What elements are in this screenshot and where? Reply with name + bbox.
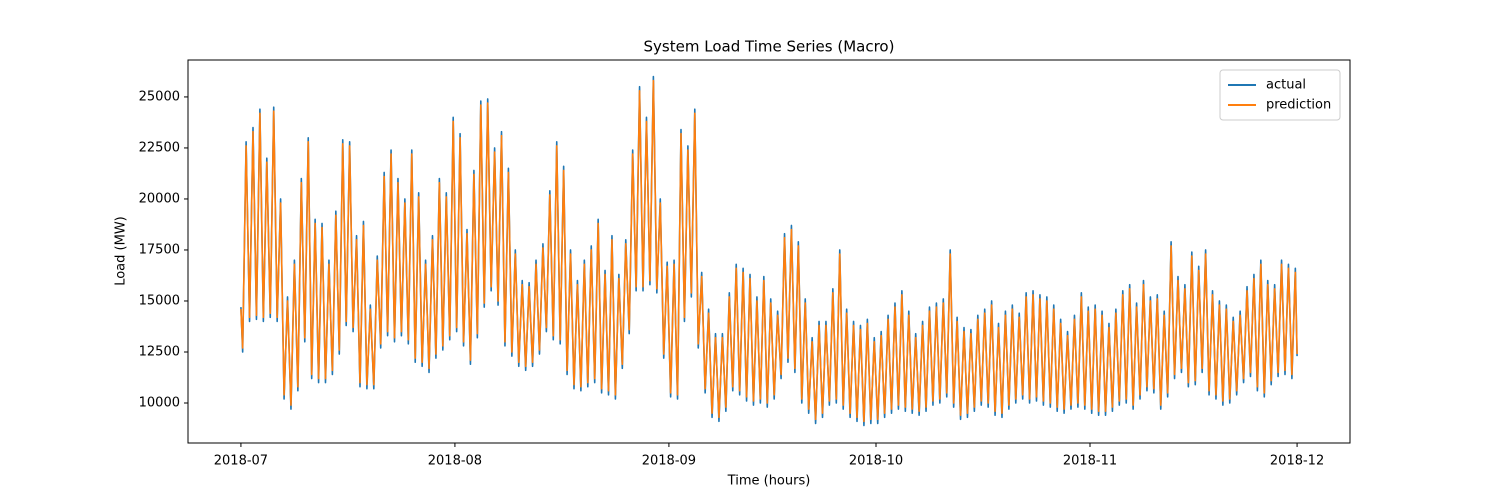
x-tick-label: 2018-10 [849, 454, 903, 469]
y-tick-label: 17500 [139, 242, 180, 257]
y-tick-label: 15000 [139, 293, 180, 308]
x-tick-label: 2018-11 [1063, 454, 1117, 469]
y-tick-label: 12500 [139, 344, 180, 359]
legend-label: prediction [1266, 98, 1331, 113]
chart-title: System Load Time Series (Macro) [644, 38, 895, 56]
x-tick-label: 2018-09 [642, 454, 696, 469]
x-tick-label: 2018-12 [1270, 454, 1324, 469]
y-tick-label: 20000 [139, 191, 180, 206]
legend-box [1219, 69, 1341, 121]
y-tick-label: 22500 [139, 140, 180, 155]
legend-label: actual [1266, 78, 1306, 93]
y-axis-label: Load (MW) [114, 216, 129, 286]
series-line [240, 79, 1298, 423]
plot-frame [187, 59, 1351, 444]
x-axis-label: Time (hours) [727, 474, 811, 489]
x-tick-label: 2018-07 [214, 454, 268, 469]
y-tick-label: 25000 [139, 89, 180, 104]
x-tick-label: 2018-08 [428, 454, 482, 469]
y-tick-label: 10000 [139, 396, 180, 411]
